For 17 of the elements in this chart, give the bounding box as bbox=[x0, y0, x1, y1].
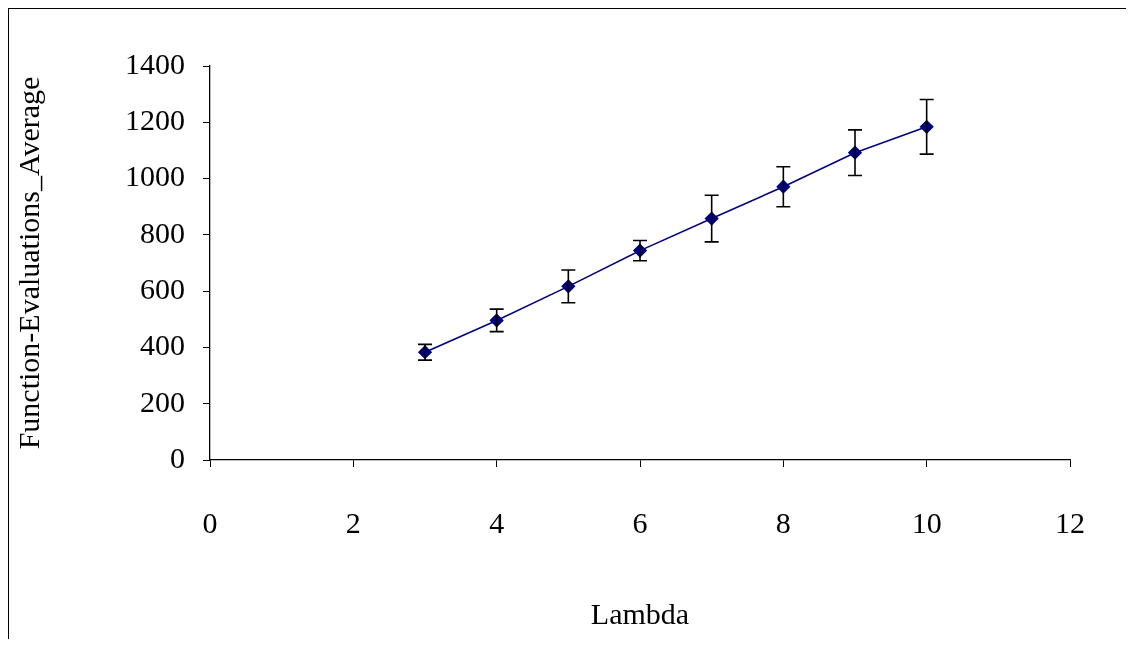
y-tick-label: 600 bbox=[140, 272, 185, 306]
x-tick-label: 2 bbox=[345, 505, 361, 539]
y-tick-label: 800 bbox=[140, 215, 185, 249]
x-tick-label: 8 bbox=[775, 505, 791, 539]
x-tick-label: 4 bbox=[489, 505, 505, 539]
y-axis-title: Function-Evaluations_Average bbox=[11, 76, 45, 450]
x-axis-title: Lambda bbox=[590, 596, 690, 630]
y-tick-label: 400 bbox=[140, 328, 185, 362]
y-tick-label: 0 bbox=[170, 440, 185, 474]
y-tick-label: 1200 bbox=[125, 103, 185, 137]
x-tick-label: 10 bbox=[911, 505, 942, 539]
y-tick-label: 1400 bbox=[125, 46, 185, 80]
x-tick-label: 12 bbox=[1055, 505, 1085, 539]
x-tick-label: 0 bbox=[202, 505, 218, 539]
y-tick-label: 200 bbox=[140, 384, 185, 418]
x-tick-label: 6 bbox=[632, 505, 648, 539]
y-tick-label: 1000 bbox=[125, 159, 185, 193]
